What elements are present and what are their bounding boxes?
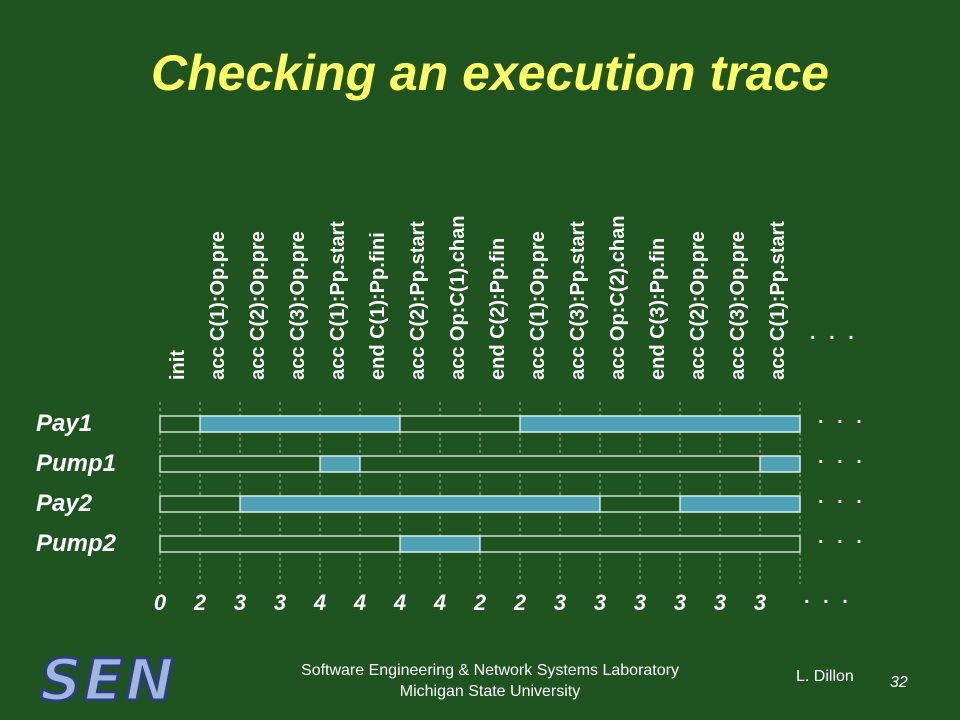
active-segment [519, 415, 801, 433]
row-label-pay1: Pay1 [36, 410, 93, 437]
active-segment [319, 455, 361, 473]
count-value: 3 [713, 590, 727, 615]
count-value: 4 [353, 590, 367, 615]
count-value: 3 [553, 590, 567, 615]
events-ellipsis: . . . [810, 322, 858, 344]
active-segment [199, 415, 401, 433]
count-value: 4 [393, 590, 407, 615]
row-label-pay2: Pay2 [36, 490, 93, 517]
active-segment [759, 455, 801, 473]
count-value: 3 [273, 590, 287, 615]
count-value: 0 [153, 590, 167, 615]
counts-ellipsis: . . . [804, 586, 852, 608]
count-value: 2 [473, 590, 487, 615]
count-value: 4 [313, 590, 327, 615]
slide-title: Checking an execution trace [150, 45, 829, 101]
active-segment [679, 495, 801, 513]
page-number: 32 [890, 674, 908, 691]
count-value: 3 [593, 590, 607, 615]
count-value: 3 [673, 590, 687, 615]
row-label-pump1: Pump1 [36, 450, 117, 477]
count-value: 3 [753, 590, 767, 615]
footer-university: Michigan State University [399, 683, 581, 700]
row-track [159, 455, 801, 473]
active-segment [399, 535, 481, 553]
count-value: 3 [233, 590, 247, 615]
author: L. Dillon [796, 668, 854, 685]
row-ellipsis: . . . [818, 486, 866, 508]
count-value: 2 [513, 590, 527, 615]
active-segment [239, 495, 601, 513]
row-ellipsis: . . . [818, 526, 866, 548]
row-ellipsis: . . . [818, 406, 866, 428]
row-label-pump2: Pump2 [36, 530, 117, 557]
footer-lab: Software Engineering & Network Systems L… [301, 662, 679, 679]
footer: Software Engineering & Network Systems L… [230, 660, 750, 702]
count-value: 2 [193, 590, 207, 615]
count-value: 3 [633, 590, 647, 615]
timeline-chart [159, 402, 801, 584]
row-ellipsis: . . . [818, 446, 866, 468]
count-value: 4 [433, 590, 447, 615]
